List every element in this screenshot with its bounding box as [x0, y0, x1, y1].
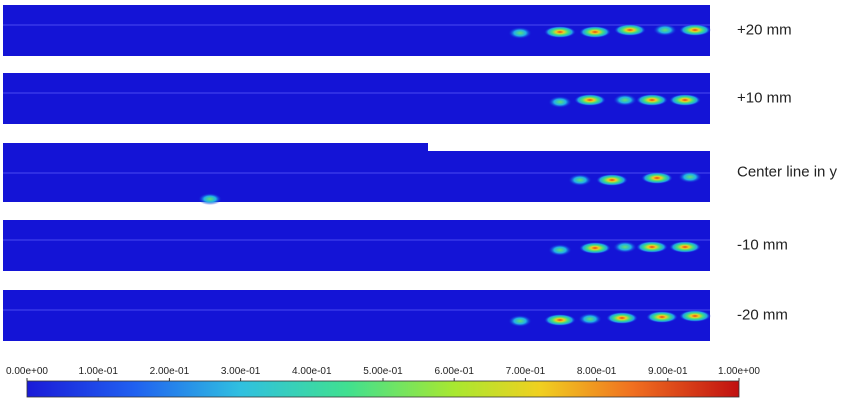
hotspot [508, 315, 532, 327]
hotspot [669, 241, 701, 253]
panel-label: Center line in y [737, 163, 838, 180]
panel-label: +20 mm [737, 21, 792, 38]
hotspot [678, 171, 702, 183]
colorbar-tick-label: 2.00e-01 [150, 366, 190, 377]
hotspot [548, 96, 572, 108]
panel-label: +10 mm [737, 89, 792, 106]
contour-panel [3, 290, 710, 341]
hotspot [653, 24, 677, 36]
hotspot [613, 241, 637, 253]
hotspot [578, 313, 602, 325]
hotspot [198, 193, 222, 205]
hotspot [614, 24, 646, 36]
colorbar-tick-label: 9.00e-01 [648, 366, 688, 377]
hotspot [596, 174, 628, 186]
hotspot [641, 172, 673, 184]
hotspot [568, 174, 592, 186]
colorbar-tick-label: 5.00e-01 [363, 366, 403, 377]
hotspot [669, 94, 701, 106]
hotspot [606, 312, 638, 324]
colorbar-tick-label: 1.00e-01 [78, 366, 118, 377]
colorbar-tick-label: 7.00e-01 [506, 366, 546, 377]
hotspot [679, 310, 711, 322]
hotspot [646, 311, 678, 323]
hotspot [679, 24, 711, 36]
colorbar-rect [26, 380, 740, 398]
hotspot [544, 314, 576, 326]
hotspot [579, 26, 611, 38]
colorbar-tick-label: 0.00e+00 [6, 366, 48, 377]
hotspot [636, 241, 668, 253]
colorbar-tick-label: 6.00e-01 [434, 366, 474, 377]
panel-label: -10 mm [737, 236, 788, 253]
colorbar-tick-label: 1.00e+00 [718, 366, 760, 377]
hotspot [579, 242, 611, 254]
panels: +20 mm +10 mm Center line in y -10 mm -20 mm [3, 5, 838, 341]
hotspot [636, 94, 668, 106]
hotspot [574, 94, 606, 106]
colorbar-tick-label: 8.00e-01 [577, 366, 617, 377]
hotspot [508, 27, 532, 39]
colorbar: 0.00e+00 1.00e-01 2.00e-01 3.00e-01 4.00e-01… [6, 366, 760, 398]
colorbar-tick-label: 3.00e-01 [221, 366, 261, 377]
hotspot [613, 94, 637, 106]
hotspot [544, 26, 576, 38]
colorbar-tick-label: 4.00e-01 [292, 366, 332, 377]
hotspot [548, 244, 572, 256]
panel-label: -20 mm [737, 306, 788, 323]
